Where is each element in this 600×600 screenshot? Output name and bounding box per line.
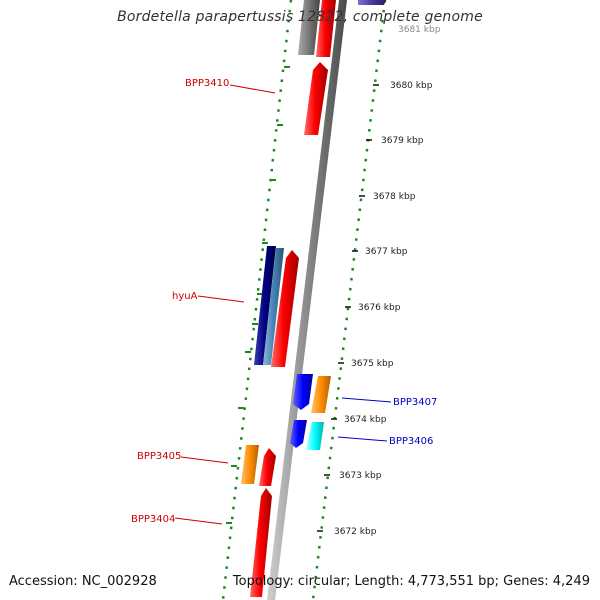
scale-label: 3679 kbp [381, 136, 424, 146]
feature-hyua-steel [263, 248, 284, 365]
feature-hyua-red [271, 250, 299, 367]
scale-labels: 3681 kbp 3680 kbp 3679 kbp 3678 kbp 3677… [334, 25, 441, 537]
scale-label: 3678 kbp [373, 192, 416, 202]
gc-track-left [221, 0, 293, 600]
feature-bpp3405 [259, 448, 276, 486]
scale-label: 3674 kbp [344, 415, 387, 425]
feature-bpp3404 [250, 488, 272, 597]
gc-track-right [311, 0, 387, 600]
scale-ticks [317, 84, 379, 532]
feature-blue-3406 [290, 420, 307, 448]
gene-label-bpp3405: BPP3405 [137, 451, 181, 462]
scale-label: 3677 kbp [365, 247, 408, 257]
genome-summary: Topology: circular; Length: 4,773,551 bp… [232, 574, 590, 589]
gene-labels: BPP3410 hyuA BPP3407 BPP3406 BPP3405 BPP… [131, 78, 437, 525]
gene-label-bpp3404: BPP3404 [131, 514, 175, 525]
gene-label-bpp3410: BPP3410 [185, 78, 229, 89]
gene-label-bpp3407: BPP3407 [393, 397, 437, 408]
scale-label: 3681 kbp [398, 25, 441, 35]
feature-red-top [316, 0, 336, 57]
gene-label-bpp3406: BPP3406 [389, 436, 433, 447]
gene-label-hyua: hyuA [172, 291, 198, 302]
gene-leaders [174, 84, 392, 525]
scale-label: 3672 kbp [334, 527, 377, 537]
scale-label: 3676 kbp [358, 303, 401, 313]
scale-label: 3680 kbp [390, 81, 433, 91]
gc-ticks [226, 66, 290, 524]
genome-backbone [267, 0, 347, 600]
feature-bpp3406 [306, 422, 324, 450]
feature-bpp3407 [311, 376, 331, 413]
scale-label: 3675 kbp [351, 359, 394, 369]
scale-label: 3673 kbp [339, 471, 382, 481]
feature-purple-top [358, 0, 386, 5]
feature-blue-3407 [293, 374, 313, 410]
map-title: Bordetella parapertussis 12822, complete… [117, 9, 483, 25]
feature-hyua-navy [254, 246, 276, 365]
feature-gray [298, 0, 320, 55]
accession-text: Accession: NC_002928 [9, 574, 157, 589]
feature-bpp3410 [304, 62, 328, 135]
feature-orange-3405 [241, 445, 259, 484]
